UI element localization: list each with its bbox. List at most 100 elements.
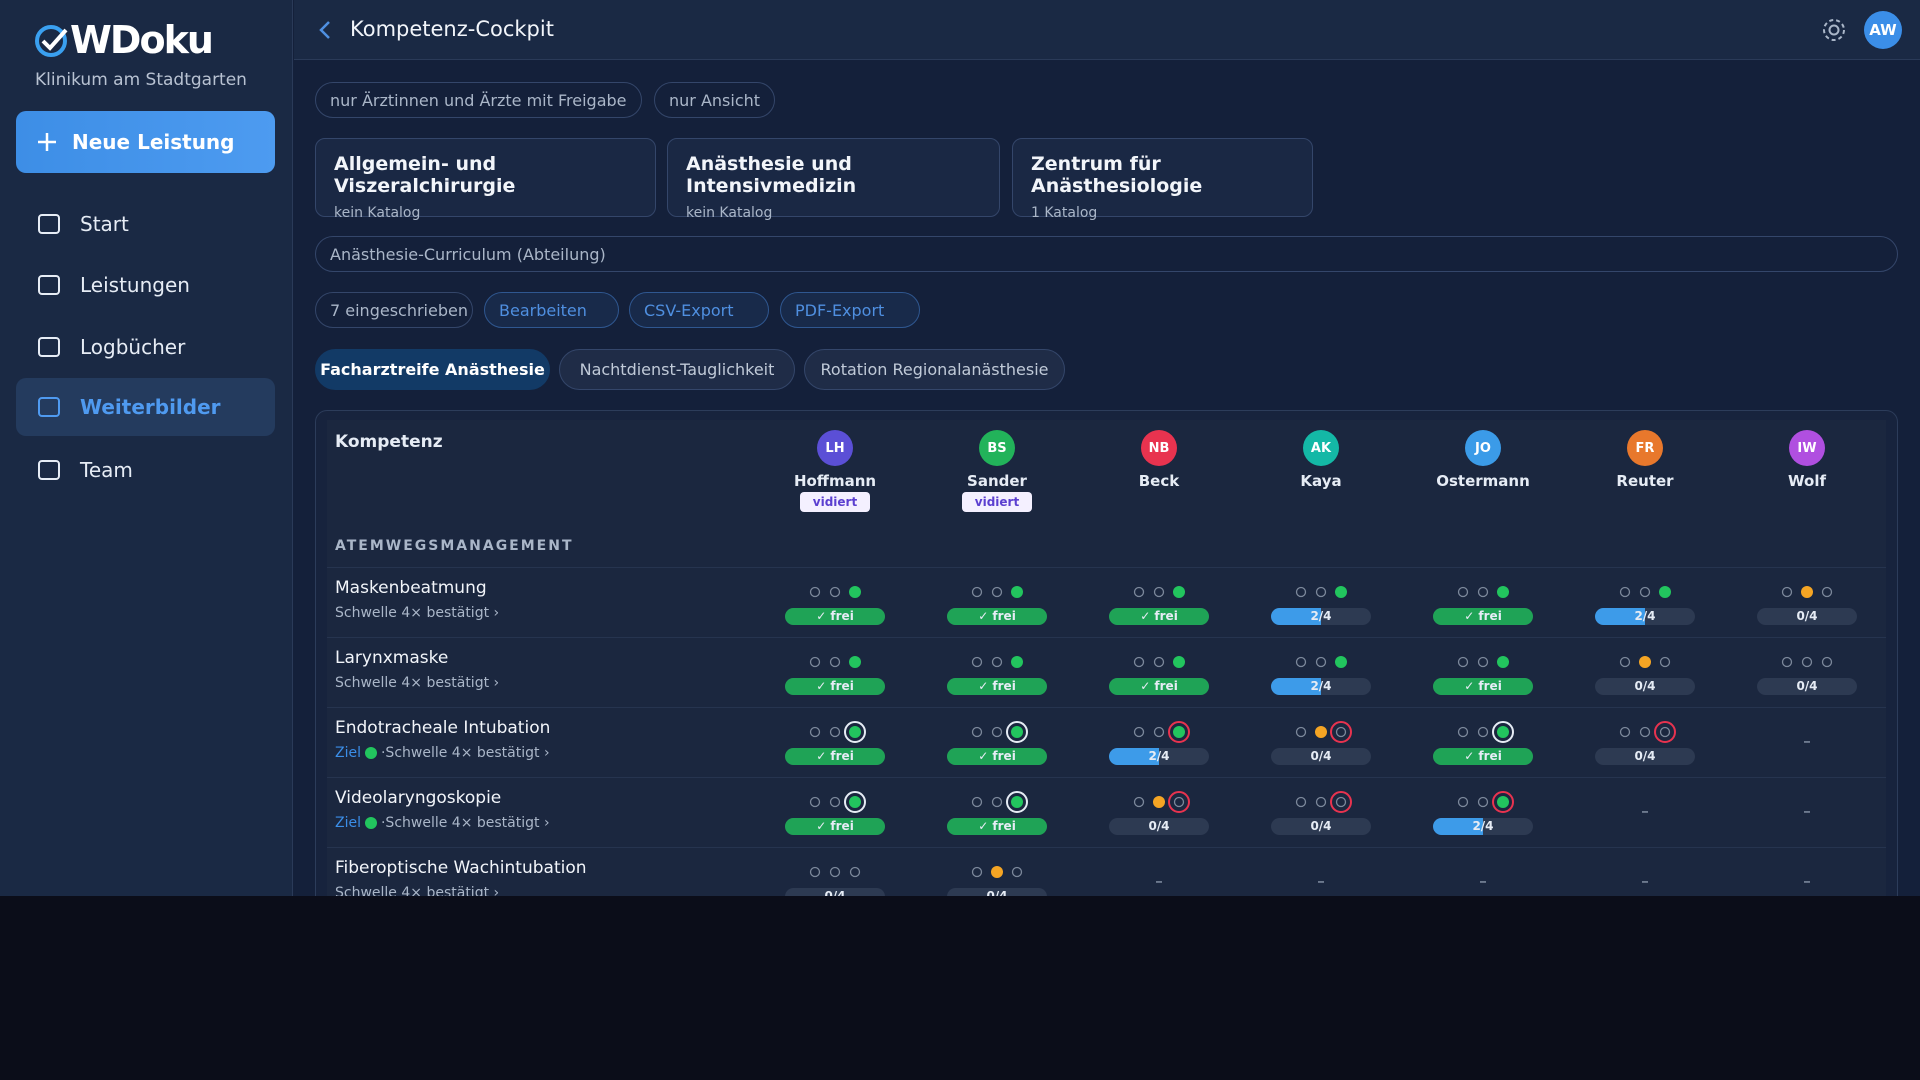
empty-cell: – — [1155, 872, 1163, 890]
settings-button[interactable] — [1820, 16, 1848, 44]
app: WDoku Klinikum am Stadtgarten Neue Leist… — [0, 0, 1920, 896]
person-name: Kaya — [1300, 472, 1342, 490]
empty-cell: – — [1641, 872, 1649, 890]
progress-bar: 2/4 — [1271, 678, 1371, 695]
competency-row[interactable]: Maskenbeatmung Schwelle 4× bestätigt › ✓ f… — [327, 567, 1886, 637]
status-dot — [809, 866, 821, 878]
status-dot — [829, 796, 841, 808]
filter-chip: nur Ansicht — [654, 82, 776, 118]
department-card[interactable]: Anästhesie und Intensivmedizin kein Katal… — [667, 138, 1000, 221]
status-dot — [1619, 656, 1631, 668]
action-button[interactable]: CSV-Export — [629, 292, 769, 328]
chip-label: nur Ärztinnen und Ärzte mit Freigabe — [330, 90, 627, 110]
competency-row[interactable]: Larynxmaske Schwelle 4× bestätigt › ✓ frei… — [327, 637, 1886, 707]
person-name: Reuter — [1616, 472, 1674, 490]
progress-label: 0/4 — [1148, 819, 1170, 833]
progress-fill — [947, 678, 1047, 695]
action-label: CSV-Export — [644, 300, 734, 320]
status-dot — [991, 586, 1003, 598]
progress-fill — [1271, 608, 1321, 625]
status-dot — [1011, 656, 1023, 668]
progress-bar: ✓ frei — [947, 748, 1047, 765]
progress-label: 0/4 — [1310, 819, 1332, 833]
progress-bar: 0/4 — [1595, 678, 1695, 695]
department-card[interactable]: Zentrum für Anästhesiologie 1 Katalog — [1012, 138, 1313, 221]
status-dot — [1315, 656, 1327, 668]
progress-fill — [1433, 818, 1483, 835]
progress-label: ✓ frei — [978, 749, 1016, 763]
status-dot — [1133, 726, 1145, 738]
curriculum-select[interactable]: Anästhesie-Curriculum (Abteilung) — [315, 236, 1898, 272]
action-button[interactable]: Bearbeiten — [484, 292, 619, 328]
action-label: Bearbeiten — [499, 300, 587, 320]
status-dot — [844, 721, 866, 743]
status-dot — [1497, 586, 1509, 598]
status-dot — [1153, 586, 1165, 598]
status-dot — [1659, 586, 1671, 598]
new-button[interactable]: Neue Leistung — [16, 111, 275, 173]
competency-row[interactable]: Fiberoptische Wachintubation Schwelle 4× … — [327, 847, 1886, 896]
competency-meta: Schwelle 4× bestätigt › — [335, 675, 499, 691]
nav-item[interactable]: Team — [16, 441, 275, 499]
status-dot — [991, 796, 1003, 808]
tab[interactable]: Rotation Regionalanästhesie — [804, 349, 1065, 390]
back-button[interactable] — [314, 18, 338, 42]
department-card[interactable]: Allgemein- und Viszeralchirurgie kein Kat… — [315, 138, 656, 221]
status-dot — [1781, 586, 1793, 598]
competency-row[interactable]: Endotracheale Intubation Ziel ·Schwelle 4×… — [327, 707, 1886, 777]
brand-name: WDoku — [70, 18, 214, 62]
status-dot — [1659, 656, 1671, 668]
status-dot — [971, 586, 983, 598]
user-avatar[interactable]: AW — [1864, 11, 1902, 49]
empty-cell: – — [1803, 802, 1811, 820]
status-dot — [971, 656, 983, 668]
nav-item[interactable]: Weiterbilder — [16, 378, 275, 436]
progress-fill — [947, 818, 1047, 835]
tab[interactable]: Nachtdienst-Tauglichkeit — [559, 349, 795, 390]
progress-label: 0/4 — [1796, 679, 1818, 693]
progress-fill — [1109, 608, 1209, 625]
status-dot — [1639, 586, 1651, 598]
empty-cell: – — [1641, 802, 1649, 820]
progress-bar: ✓ frei — [785, 748, 885, 765]
nav-item[interactable]: Logbücher — [16, 318, 275, 376]
status-dot — [829, 866, 841, 878]
status-dot — [809, 796, 821, 808]
empty-cell: – — [1803, 872, 1811, 890]
progress-fill — [1433, 608, 1533, 625]
status-dot — [809, 726, 821, 738]
progress-fill — [1433, 678, 1533, 695]
status-dot — [1173, 586, 1185, 598]
table-body: Kompetenz LH Hoffmann vidiert BS Sander vidier… — [327, 420, 1886, 896]
nav-label: Weiterbilder — [80, 395, 221, 419]
empty-cell: – — [1317, 872, 1325, 890]
nav-item[interactable]: Start — [16, 195, 275, 253]
progress-label: 2/4 — [1148, 749, 1170, 763]
status-dot — [1497, 656, 1509, 668]
status-dot — [809, 656, 821, 668]
department-name: Allgemein- und Viszeralchirurgie — [334, 153, 516, 197]
progress-label: 0/4 — [1634, 679, 1656, 693]
status-dot — [1330, 721, 1352, 743]
progress-fill — [947, 608, 1047, 625]
competency-row[interactable]: Videolaryngoskopie Ziel ·Schwelle 4× bestä… — [327, 777, 1886, 847]
progress-bar: 0/4 — [1757, 608, 1857, 625]
status-dot — [1821, 656, 1833, 668]
progress-bar: 2/4 — [1109, 748, 1209, 765]
progress-label: ✓ frei — [978, 679, 1016, 693]
tab[interactable]: Facharztreife Anästhesie — [315, 349, 550, 390]
threshold-link: Schwelle 4× bestätigt › — [335, 605, 500, 621]
nav-item[interactable]: Leistungen — [16, 256, 275, 314]
progress-label: ✓ frei — [1140, 609, 1178, 623]
department-sub: kein Katalog — [686, 205, 773, 221]
progress-bar: ✓ frei — [947, 608, 1047, 625]
progress-bar: ✓ frei — [1433, 748, 1533, 765]
person-badge: vidiert — [800, 492, 870, 512]
status-dot — [1457, 726, 1469, 738]
status-dot — [1492, 721, 1514, 743]
status-dot — [1168, 791, 1190, 813]
action-button[interactable]: PDF-Export — [780, 292, 920, 328]
brand: WDoku — [34, 18, 214, 62]
filter-chip: nur Ärztinnen und Ärzte mit Freigabe — [315, 82, 642, 118]
